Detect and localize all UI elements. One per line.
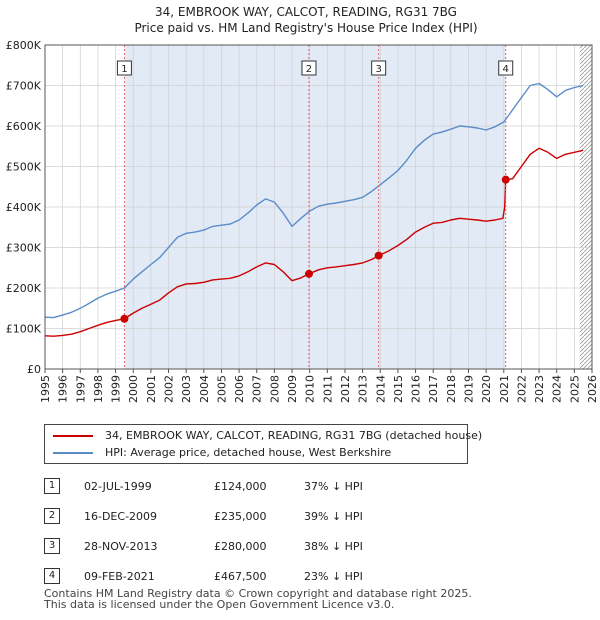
x-tick-label: 1996 xyxy=(57,375,70,403)
legend-swatch-property xyxy=(53,435,93,437)
sale-date: 09-FEB-2021 xyxy=(84,569,155,583)
y-tick-label: £0 xyxy=(27,363,41,376)
legend-label-property: 34, EMBROOK WAY, CALCOT, READING, RG31 7… xyxy=(105,429,483,442)
sale-point xyxy=(374,251,383,260)
sale-price: £280,000 xyxy=(214,539,267,553)
table-row: 1 02-JUL-1999 £124,000 37% ↓ HPI xyxy=(44,471,394,501)
x-tick-label: 2025 xyxy=(568,375,581,403)
legend: 34, EMBROOK WAY, CALCOT, READING, RG31 7… xyxy=(44,424,482,464)
y-tick-label: £800K xyxy=(6,39,42,52)
x-tick-label: 2015 xyxy=(392,375,405,403)
x-tick-label: 2005 xyxy=(215,375,228,403)
sale-number-badge: 2 xyxy=(44,508,60,524)
sale-date: 16-DEC-2009 xyxy=(84,509,158,523)
table-row: 4 09-FEB-2021 £467,500 23% ↓ HPI xyxy=(44,561,394,591)
x-tick-label: 2010 xyxy=(304,375,317,403)
property-price-line xyxy=(44,147,584,337)
y-tick-label: £100K xyxy=(6,323,42,336)
sale-marker-label: 4 xyxy=(503,64,509,75)
sale-marker-label: 1 xyxy=(121,64,127,75)
price-chart: 34, EMBROOK WAY, CALCOT, READING, RG31 7… xyxy=(6,5,599,403)
sale-marker-box xyxy=(498,60,514,76)
y-tick-label: £300K xyxy=(6,242,42,255)
x-tick-label: 2004 xyxy=(198,375,211,403)
x-tick-label: 2013 xyxy=(357,375,370,403)
sale-marker-box xyxy=(116,60,132,76)
table-row: 2 16-DEC-2009 £235,000 39% ↓ HPI xyxy=(44,501,394,531)
y-tick-label: £700K xyxy=(6,80,42,93)
sale-hpi-diff: 38% ↓ HPI xyxy=(304,539,363,553)
y-tick-label: £500K xyxy=(6,161,42,174)
x-tick-label: 2009 xyxy=(286,375,299,403)
x-tick-label: 2020 xyxy=(480,375,493,403)
sale-hpi-diff: 23% ↓ HPI xyxy=(304,569,363,583)
x-tick-label: 1995 xyxy=(39,375,52,403)
x-tick-label: 2011 xyxy=(321,375,334,403)
y-tick-label: £200K xyxy=(6,282,42,295)
x-tick-label: 2008 xyxy=(268,375,281,403)
x-tick-label: 2002 xyxy=(163,375,176,403)
chart-subtitle: Price paid vs. HM Land Registry's House … xyxy=(134,21,477,35)
x-tick-label: 2024 xyxy=(551,375,564,403)
x-tick-label: 2012 xyxy=(339,375,352,403)
sale-marker-label: 2 xyxy=(306,64,312,75)
sale-point xyxy=(304,269,313,278)
x-tick-label: 2021 xyxy=(498,375,511,403)
footer-licence: This data is licensed under the Open Gov… xyxy=(44,598,395,611)
x-tick-label: 2006 xyxy=(233,375,246,403)
transactions-table: 1 02-JUL-1999 £124,000 37% ↓ HPI 2 16-DE… xyxy=(44,471,394,591)
sale-point xyxy=(120,314,129,323)
sale-date: 28-NOV-2013 xyxy=(84,539,158,553)
sale-point xyxy=(501,175,510,184)
x-tick-label: 2003 xyxy=(180,375,193,403)
sale-price: £467,500 xyxy=(214,569,267,583)
sale-number-badge: 4 xyxy=(44,568,60,584)
sale-number-badge: 1 xyxy=(44,478,60,494)
x-tick-label: 2019 xyxy=(462,375,475,403)
y-tick-label: £600K xyxy=(6,120,42,133)
x-tick-label: 2022 xyxy=(515,375,528,403)
y-tick-label: £400K xyxy=(6,201,42,214)
sale-date: 02-JUL-1999 xyxy=(84,479,152,493)
x-tick-label: 2023 xyxy=(533,375,546,403)
x-tick-label: 2000 xyxy=(127,375,140,403)
x-tick-label: 1997 xyxy=(74,375,87,403)
sale-number-badge: 3 xyxy=(44,538,60,554)
hpi-line xyxy=(44,82,584,319)
legend-label-hpi: HPI: Average price, detached house, West… xyxy=(105,446,392,459)
sale-marker-label: 3 xyxy=(375,64,381,75)
footer-copyright: Contains HM Land Registry data © Crown c… xyxy=(44,587,472,600)
x-tick-label: 2001 xyxy=(145,375,158,403)
sale-hpi-diff: 39% ↓ HPI xyxy=(304,509,363,523)
sale-price: £124,000 xyxy=(214,479,267,493)
chart-title: 34, EMBROOK WAY, CALCOT, READING, RG31 7… xyxy=(155,5,457,19)
sale-price: £235,000 xyxy=(214,509,267,523)
x-tick-label: 1998 xyxy=(92,375,105,403)
x-tick-label: 2016 xyxy=(410,375,423,403)
x-tick-label: 2018 xyxy=(445,375,458,403)
sale-marker-box xyxy=(371,60,387,76)
x-tick-label: 2007 xyxy=(251,375,264,403)
x-tick-label: 2014 xyxy=(374,375,387,403)
x-tick-label: 2026 xyxy=(586,375,599,403)
sale-hpi-diff: 37% ↓ HPI xyxy=(304,479,363,493)
legend-swatch-hpi xyxy=(53,452,93,454)
footer: Contains HM Land Registry data © Crown c… xyxy=(44,588,472,610)
x-tick-label: 1999 xyxy=(110,375,123,403)
sale-marker-box xyxy=(301,60,317,76)
plot-border xyxy=(44,44,593,370)
x-tick-label: 2017 xyxy=(427,375,440,403)
table-row: 3 28-NOV-2013 £280,000 38% ↓ HPI xyxy=(44,531,394,561)
